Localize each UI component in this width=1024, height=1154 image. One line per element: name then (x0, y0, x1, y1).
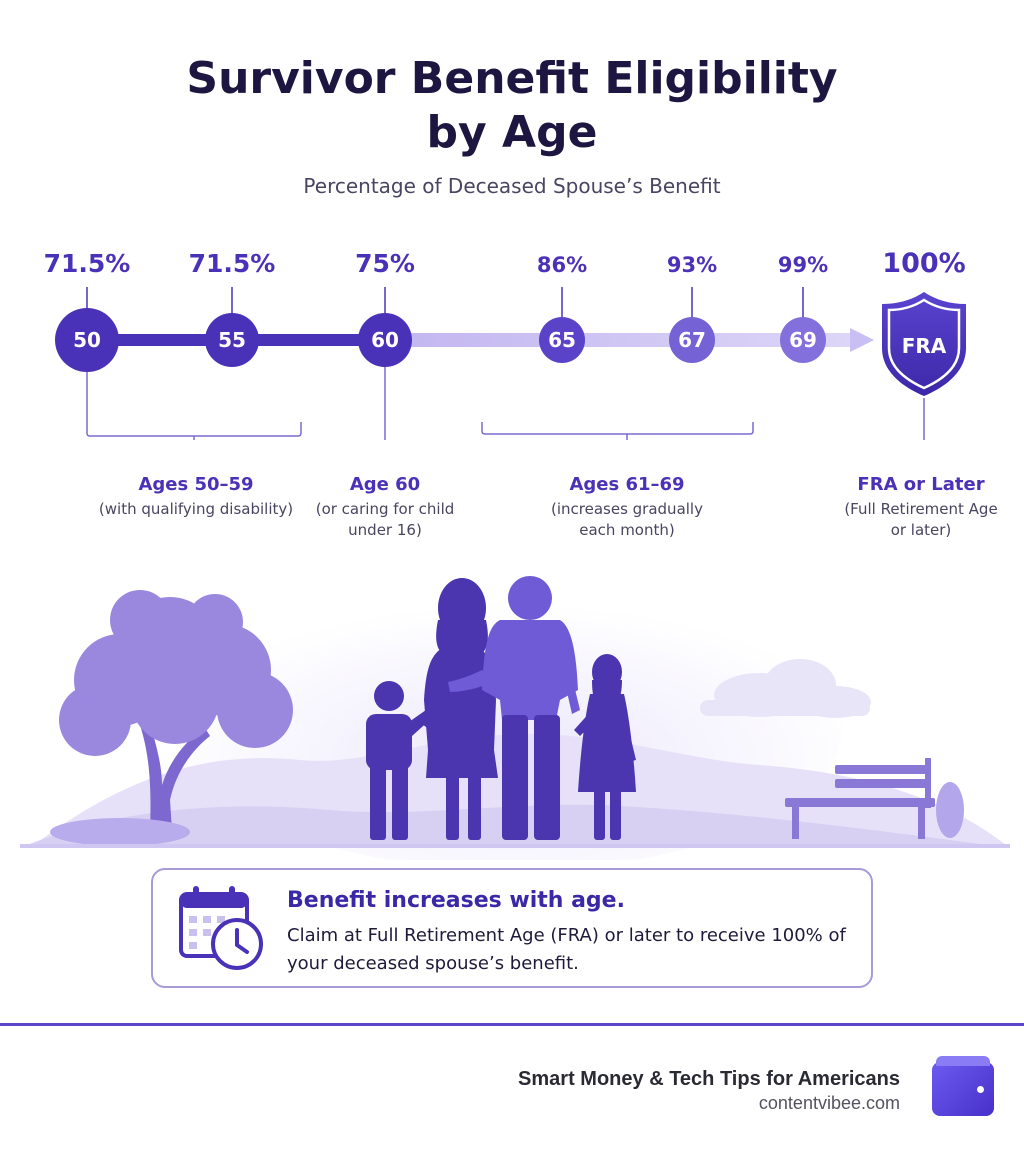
group-desc: under 16) (348, 521, 422, 539)
fra-shield-icon (882, 292, 966, 396)
family-silhouette (366, 576, 636, 840)
page-subtitle: Percentage of Deceased Spouse’s Benefit (303, 174, 721, 198)
age-node (669, 317, 715, 363)
group-title: Age 60 (349, 474, 421, 495)
title-line-2: by Age (426, 107, 598, 158)
group-desc: (or caring for child (315, 500, 455, 518)
benefit-timeline: 71.5% 50 71.5% 55 75% 60 86% 65 93% 67 99% 69 100% FR… (44, 248, 966, 440)
group-age-60: Age 60 (or caring for child under 16) (300, 473, 470, 541)
boy-figure (366, 681, 432, 840)
title-line-1: Survivor Benefit Eligibility (186, 53, 838, 104)
callout-body: Claim at Full Retirement Age (FRA) or la… (287, 925, 846, 974)
group-title: FRA or Later (857, 474, 985, 495)
age-node-label: 65 (548, 328, 576, 352)
age-node (55, 308, 119, 372)
age-node (780, 317, 826, 363)
timeline-track-light (385, 333, 855, 347)
group-desc: (Full Retirement Age (844, 500, 998, 518)
calendar-clock-icon (179, 886, 263, 970)
footer-brand: Smart Money & Tech Tips for Americans co… (518, 1068, 900, 1114)
group-desc: each month) (579, 521, 675, 539)
group-desc: (increases gradually (551, 500, 703, 518)
girl-figure (574, 654, 636, 840)
value-label: 75% (355, 249, 415, 278)
bracket-ages-61-69 (481, 422, 754, 440)
age-node-label: 67 (678, 328, 706, 352)
value-label: 71.5% (44, 249, 131, 278)
family-scene-illustration (20, 576, 1010, 860)
page-title: Survivor Benefit Eligibility by Age (0, 52, 1024, 160)
value-label: 86% (537, 253, 587, 277)
group-desc: (with qualifying disability) (98, 500, 294, 518)
group-ages-50-59: Ages 50–59 (with qualifying disability) (96, 473, 296, 520)
value-label: 71.5% (189, 249, 276, 278)
age-node (539, 317, 585, 363)
age-node-label: 60 (371, 328, 399, 352)
footer-divider (0, 1023, 1024, 1026)
group-desc: or later) (890, 521, 952, 539)
group-ages-61-69: Ages 61–69 (increases gradually each mon… (527, 473, 727, 541)
benefit-callout: Benefit increases with age. Claim at Ful… (151, 868, 873, 988)
value-label: 93% (667, 253, 717, 277)
bracket-ages-50-59 (86, 360, 302, 440)
tree-icon (50, 590, 293, 846)
age-node (358, 313, 412, 367)
value-label: 100% (882, 248, 965, 279)
cloud-icon (700, 659, 871, 718)
age-node-label: 50 (73, 328, 101, 352)
group-title: Ages 61–69 (569, 474, 685, 495)
value-label: 99% (778, 253, 828, 277)
wallet-icon (932, 1056, 994, 1116)
group-fra: FRA or Later (Full Retirement Age or lat… (828, 473, 1014, 541)
brand-name: Smart Money & Tech Tips for Americans (518, 1068, 900, 1090)
man-figure (448, 576, 580, 840)
callout-heading: Benefit increases with age. (287, 888, 625, 913)
bench-icon (785, 758, 964, 839)
age-node-label: 55 (218, 328, 246, 352)
age-node (205, 313, 259, 367)
brand-url[interactable]: contentvibee.com (758, 1093, 900, 1113)
age-node-label: 69 (789, 328, 817, 352)
group-title: Ages 50–59 (138, 474, 254, 495)
age-node-label: FRA (902, 334, 947, 358)
timeline-arrowhead (850, 328, 874, 352)
